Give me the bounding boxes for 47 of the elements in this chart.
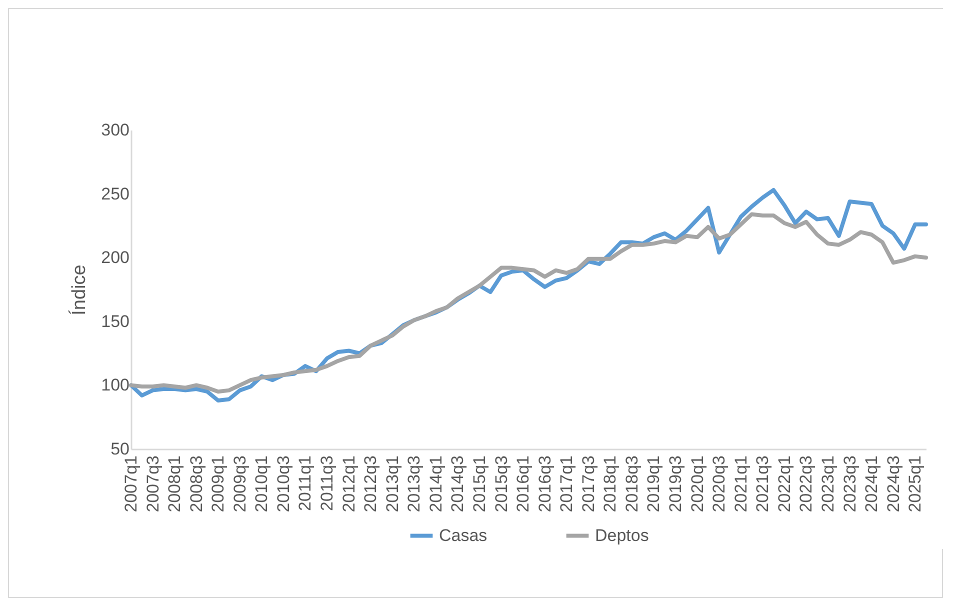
legend-label: Deptos	[595, 526, 649, 545]
x-tick-label: 2013q3	[404, 456, 424, 512]
x-tick-label: 2008q3	[186, 456, 206, 512]
legend-label: Casas	[439, 526, 488, 545]
x-tick-label: 2020q1	[688, 456, 707, 512]
x-tick-label: 2015q3	[492, 456, 511, 512]
x-tick-label: 2016q3	[535, 456, 554, 512]
y-tick-label: 200	[101, 248, 130, 268]
x-tick-label: 2009q1	[208, 456, 228, 512]
x-tick-label: 2024q1	[862, 456, 882, 512]
x-tick-label: 2009q3	[230, 456, 250, 512]
y-tick-label: 300	[101, 120, 130, 140]
x-tick-label: 2017q1	[557, 456, 576, 512]
x-tick-label: 2019q1	[644, 456, 664, 512]
x-tick-label: 2019q3	[666, 456, 686, 512]
x-tick-label: 2021q3	[753, 456, 772, 512]
y-tick-label: 100	[101, 376, 130, 395]
x-tick-label: 2021q1	[731, 456, 750, 512]
x-tick-label: 2014q3	[448, 456, 468, 512]
x-tick-label: 2018q1	[600, 456, 620, 512]
x-tick-label: 2013q1	[382, 456, 402, 512]
x-tick-label: 2012q1	[339, 456, 358, 512]
x-tick-label: 2011q3	[318, 456, 337, 511]
x-tick-label: 2014q1	[426, 456, 446, 512]
x-tick-label: 2016q1	[514, 456, 533, 512]
x-tick-label: 2010q1	[252, 456, 272, 512]
x-tick-label: 2011q1	[296, 456, 315, 511]
x-tick-label: 2008q1	[165, 456, 184, 512]
y-tick-label: 250	[101, 184, 130, 204]
y-tick-label: 150	[101, 312, 130, 331]
y-tick-label: 50	[110, 440, 130, 458]
x-tick-label: 2007q3	[143, 456, 162, 512]
x-tick-label: 2025q1	[906, 456, 925, 512]
x-tick-label: 2024q3	[884, 456, 903, 512]
x-tick-label: 2018q3	[622, 456, 642, 512]
line-series	[129, 212, 928, 394]
x-tick-label: 2010q3	[274, 456, 293, 512]
x-tick-label: 2007q1	[122, 456, 140, 512]
x-tick-label: 2017q3	[578, 456, 598, 512]
y-axis-title: Índice	[68, 264, 90, 316]
x-tick-label: 2015q1	[470, 456, 489, 512]
x-tick-label: 2022q3	[796, 456, 816, 512]
x-tick-label: 2022q1	[774, 456, 794, 512]
x-tick-label: 2020q3	[710, 456, 729, 512]
x-tick-label: 2023q3	[840, 456, 860, 512]
x-tick-label: 2023q1	[818, 456, 838, 512]
x-tick-label: 2012q3	[361, 456, 380, 512]
